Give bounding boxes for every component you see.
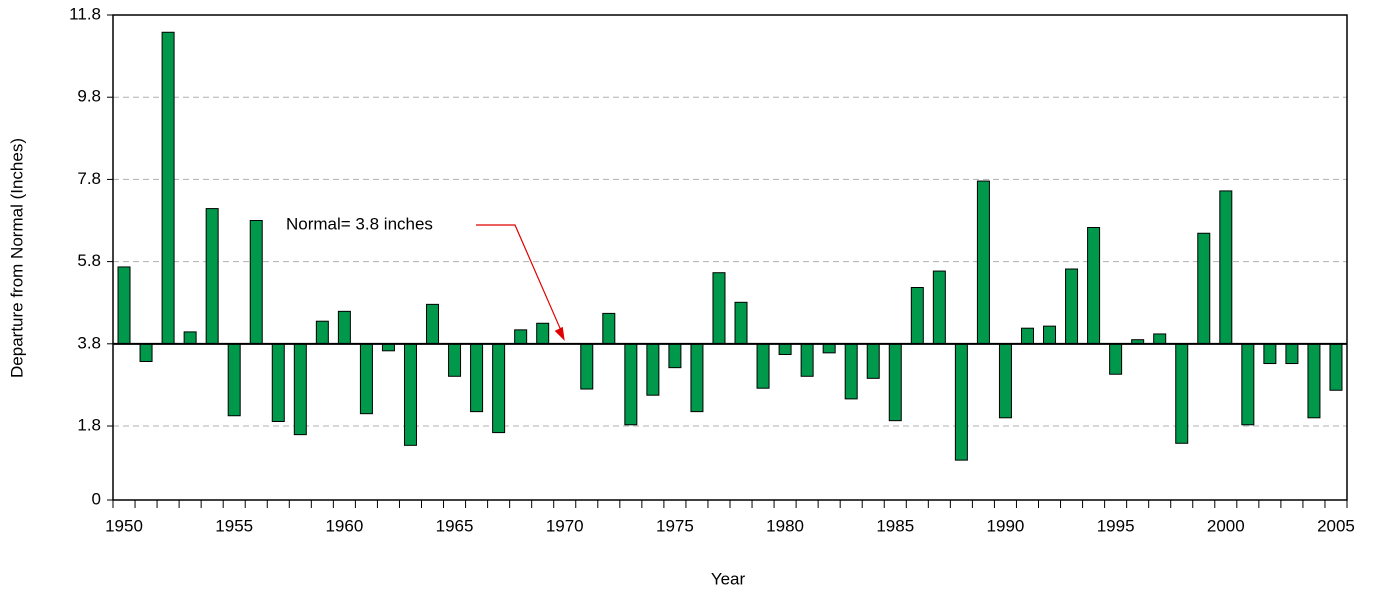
bar — [668, 343, 682, 369]
bar — [139, 343, 153, 362]
bar — [227, 343, 241, 417]
x-tick-label: 1965 — [436, 516, 474, 535]
bar — [249, 220, 263, 345]
y-tick-label: 5.8 — [77, 251, 101, 270]
y-tick-label: 1.8 — [77, 416, 101, 435]
bar — [1329, 343, 1343, 391]
bar — [910, 287, 924, 345]
bar — [1087, 226, 1101, 345]
y-tick-label: 9.8 — [77, 87, 101, 106]
bar — [1020, 327, 1034, 345]
bar — [690, 343, 704, 413]
bar — [293, 343, 307, 436]
bar — [624, 343, 638, 426]
bar — [1263, 343, 1277, 365]
bar — [778, 343, 792, 356]
bar — [866, 343, 880, 379]
bar — [271, 343, 285, 422]
bar — [1043, 325, 1057, 345]
x-axis-label: Year — [711, 569, 746, 588]
bar — [844, 343, 858, 400]
bar — [822, 343, 836, 354]
bar — [580, 343, 594, 390]
x-tick-label: 1980 — [766, 516, 804, 535]
x-tick-label: 1985 — [876, 516, 914, 535]
bar — [734, 301, 748, 345]
bar — [646, 343, 660, 396]
bar — [1285, 343, 1299, 365]
bar — [426, 303, 440, 345]
bar — [536, 322, 550, 345]
bar — [932, 270, 946, 345]
plot-frame — [112, 14, 1348, 501]
bar — [205, 208, 219, 345]
bar — [1109, 343, 1123, 375]
bar — [756, 343, 770, 389]
y-tick-label: 3.8 — [77, 333, 101, 352]
bar — [1175, 343, 1189, 444]
annotation: Normal= 3.8 inches — [286, 214, 433, 233]
bar — [514, 329, 528, 345]
y-tick-label: 11.8 — [69, 4, 101, 23]
bar — [381, 343, 395, 352]
annotation-arrow — [476, 224, 562, 331]
bar — [359, 343, 373, 415]
bar — [1241, 343, 1255, 426]
bar — [492, 343, 506, 434]
bar — [161, 31, 175, 345]
bar — [712, 272, 726, 345]
x-tick-label: 1995 — [1097, 516, 1135, 535]
bar — [470, 343, 484, 413]
bar — [117, 266, 131, 345]
x-tick-label: 1990 — [987, 516, 1025, 535]
x-tick-label: 1970 — [546, 516, 584, 535]
y-axis-label: Departure from Normal (Inches) — [7, 138, 26, 378]
bar — [1307, 343, 1321, 419]
arrow-head — [554, 326, 565, 341]
x-tick-label: 2000 — [1207, 516, 1245, 535]
bar — [888, 343, 902, 422]
bar — [1197, 232, 1211, 345]
x-tick-label: 1960 — [325, 516, 363, 535]
bar — [403, 343, 417, 446]
bar — [1219, 190, 1233, 345]
x-tick-label: 1950 — [105, 516, 143, 535]
x-tick-label: 1955 — [215, 516, 253, 535]
bar — [602, 312, 616, 345]
bar — [448, 343, 462, 377]
bar — [315, 320, 329, 345]
bar — [954, 343, 968, 461]
x-tick-label: 1975 — [656, 516, 694, 535]
x-tick-label: 2005 — [1317, 516, 1355, 535]
bar — [337, 310, 351, 345]
bar — [1153, 333, 1167, 345]
bar — [1065, 268, 1079, 345]
y-tick-label: 7.8 — [77, 169, 101, 188]
bar — [976, 180, 990, 345]
bar — [998, 343, 1012, 419]
bar — [800, 343, 814, 377]
bar — [183, 331, 197, 345]
y-tick-label: 0 — [92, 489, 101, 508]
